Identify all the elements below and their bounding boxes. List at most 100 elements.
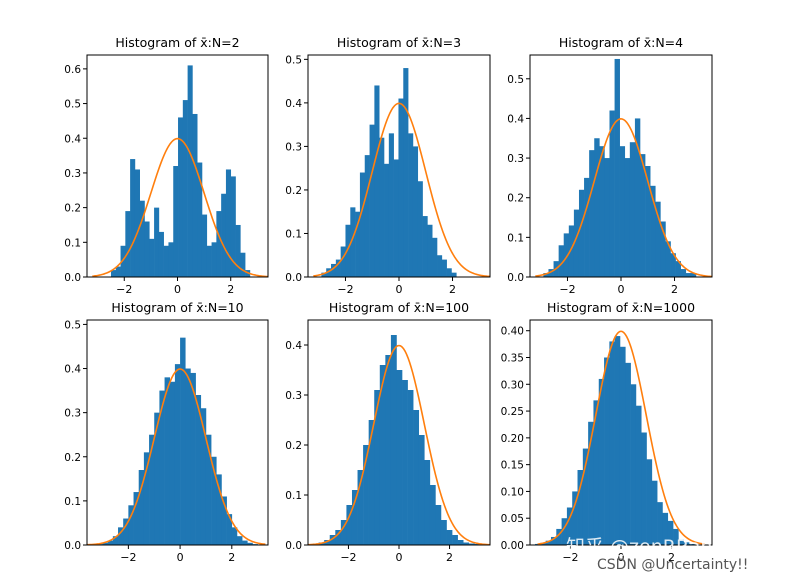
x-tick-label: 2 bbox=[668, 551, 675, 564]
histogram-bar bbox=[112, 536, 119, 545]
histogram-bar bbox=[593, 400, 600, 545]
histogram-bar bbox=[379, 137, 385, 277]
histogram-panel-3: −2 0 2 0.0 0.1 0.2 0.3 0.4 0.5 Histogram of x̄:N=… bbox=[507, 35, 713, 296]
histogram-bar bbox=[205, 434, 212, 545]
histogram-bar bbox=[640, 154, 646, 277]
histogram-bar bbox=[594, 138, 600, 277]
histogram-bar bbox=[221, 193, 227, 277]
histogram-bar bbox=[180, 337, 186, 545]
histogram-bar bbox=[231, 527, 238, 545]
histogram-bar bbox=[673, 528, 679, 545]
histogram-bar bbox=[678, 539, 684, 545]
histogram-bar bbox=[634, 118, 641, 278]
histogram-bar bbox=[138, 470, 145, 545]
histogram-bar bbox=[197, 162, 203, 277]
y-tick-label: 0.2 bbox=[285, 440, 302, 452]
y-tick-label: 0.00 bbox=[501, 540, 524, 552]
y-tick-label: 0.0 bbox=[285, 540, 302, 552]
y-tick-label: 0.1 bbox=[285, 228, 302, 240]
y-tick-label: 0.4 bbox=[285, 98, 302, 110]
panel-title: Histogram of x̄:N=1000 bbox=[547, 300, 695, 315]
histogram-bar bbox=[374, 85, 380, 277]
histogram-bar bbox=[437, 255, 443, 277]
histogram-bar bbox=[340, 520, 347, 545]
histogram-bar bbox=[614, 336, 621, 545]
y-tick-label: 0.0 bbox=[64, 272, 81, 284]
histogram-bar bbox=[614, 58, 620, 278]
histogram-bar bbox=[159, 390, 165, 545]
histogram-bar bbox=[357, 470, 364, 545]
histogram-bar bbox=[582, 448, 589, 545]
histogram-bar bbox=[468, 543, 475, 545]
y-tick-label: 0.0 bbox=[507, 272, 524, 284]
histogram-bar bbox=[651, 480, 658, 545]
x-tick-label: −2 bbox=[120, 551, 136, 564]
y-tick-label: 0.3 bbox=[285, 390, 302, 402]
histogram-bar bbox=[670, 253, 676, 277]
histogram-bar bbox=[321, 272, 327, 277]
x-tick-label: −2 bbox=[337, 283, 353, 296]
histogram-bar bbox=[110, 270, 117, 277]
y-tick-label: 0.1 bbox=[64, 237, 81, 249]
y-tick-label: 0.30 bbox=[501, 379, 524, 391]
histogram-bar bbox=[427, 224, 433, 277]
y-tick-label: 0.15 bbox=[501, 460, 524, 472]
y-tick-label: 0.1 bbox=[64, 496, 81, 508]
histogram-bar bbox=[573, 209, 580, 277]
y-tick-label: 0.25 bbox=[501, 406, 524, 418]
histogram-bar bbox=[690, 273, 697, 277]
histogram-panel-4: −2 0 2 0.0 0.1 0.2 0.3 0.4 0.5 Histogram of x̄:N=… bbox=[64, 300, 269, 564]
y-tick-label: 0.1 bbox=[507, 232, 524, 244]
histogram-bar bbox=[650, 185, 656, 277]
histogram-bar bbox=[680, 269, 687, 277]
histogram-bar bbox=[211, 456, 217, 545]
normal-pdf-curve bbox=[86, 368, 266, 546]
normal-pdf-curve bbox=[537, 330, 705, 545]
histogram-bar bbox=[599, 146, 605, 277]
histogram-bar bbox=[641, 432, 647, 545]
y-tick-label: 0.5 bbox=[64, 99, 81, 111]
y-tick-label: 0.0 bbox=[64, 540, 81, 552]
histogram-bar bbox=[123, 518, 129, 545]
y-tick-label: 0.2 bbox=[64, 452, 81, 464]
histogram-bar bbox=[457, 540, 464, 545]
histogram-bar bbox=[324, 540, 331, 545]
x-tick-label: −2 bbox=[562, 551, 578, 564]
y-tick-label: 0.5 bbox=[507, 74, 524, 86]
histogram-bar bbox=[584, 177, 590, 277]
normal-pdf-curve bbox=[307, 344, 491, 546]
x-tick-label: 0 bbox=[174, 283, 181, 296]
histogram-bar bbox=[364, 155, 370, 277]
histogram-bar bbox=[164, 377, 171, 545]
x-tick-label: 2 bbox=[449, 283, 456, 296]
histogram-bar bbox=[563, 233, 570, 277]
histogram-bar bbox=[568, 225, 575, 277]
histogram-bar bbox=[340, 246, 346, 277]
histogram-bar bbox=[572, 491, 578, 545]
histogram-bar bbox=[685, 273, 692, 277]
histogram-bar bbox=[566, 507, 573, 545]
histogram-bar bbox=[452, 535, 458, 545]
histogram-bar bbox=[379, 365, 386, 545]
histogram-bar bbox=[173, 166, 179, 277]
histogram-bar bbox=[247, 542, 253, 545]
y-tick-label: 0.05 bbox=[501, 513, 524, 525]
y-tick-label: 0.4 bbox=[64, 133, 81, 145]
histogram-bar bbox=[619, 146, 626, 277]
histogram-bar bbox=[211, 242, 217, 277]
y-tick-label: 0.4 bbox=[64, 364, 81, 376]
histogram-bar bbox=[230, 176, 236, 277]
histogram-bar bbox=[102, 542, 108, 545]
y-tick-label: 0.5 bbox=[64, 319, 81, 331]
histogram-panel-5: −2 0 2 0.0 0.1 0.2 0.3 0.4 Histogram of x̄:N=100 bbox=[285, 300, 491, 564]
histogram-bar bbox=[556, 528, 562, 545]
histogram-bar bbox=[149, 434, 155, 545]
histogram-bar bbox=[351, 490, 358, 545]
x-tick-label: 0 bbox=[618, 283, 625, 296]
histogram-bar bbox=[441, 259, 447, 277]
normal-pdf-curve bbox=[313, 102, 491, 278]
y-tick-label: 0.40 bbox=[501, 326, 524, 338]
histogram-bar bbox=[190, 372, 196, 545]
histogram-bar bbox=[424, 460, 431, 545]
x-tick-label: 2 bbox=[227, 283, 234, 296]
